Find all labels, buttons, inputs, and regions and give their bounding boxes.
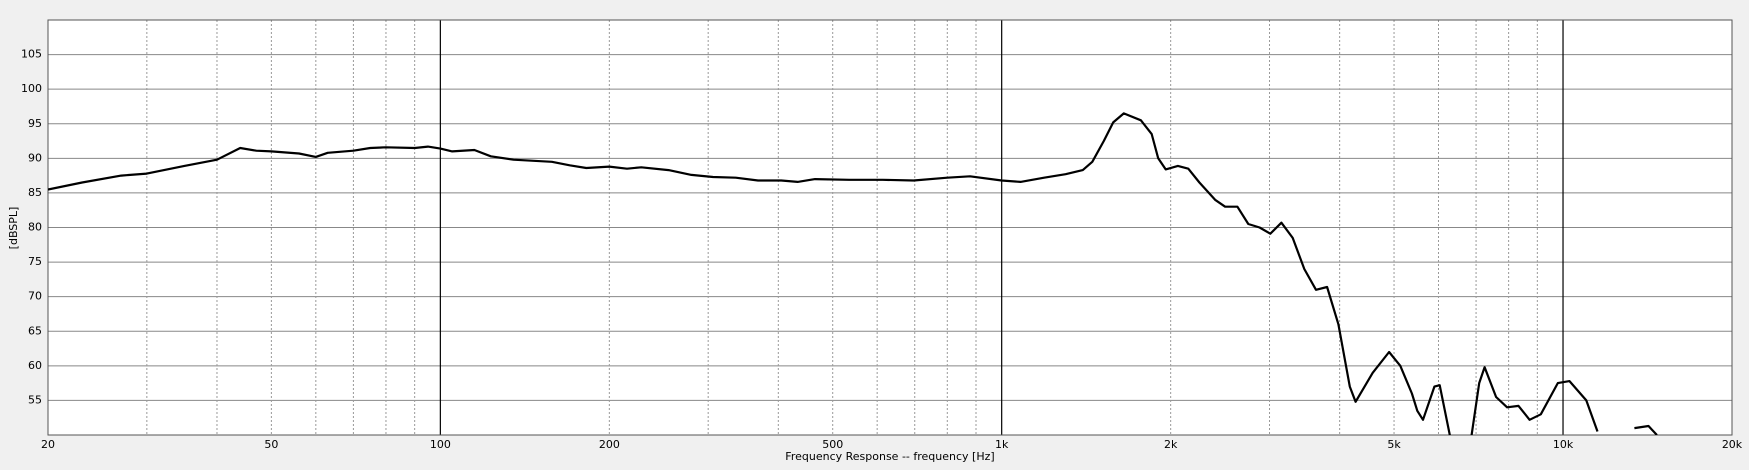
y-tick-label: 70 xyxy=(28,290,42,303)
y-tick-label: 85 xyxy=(28,186,42,199)
x-tick-label: 10k xyxy=(1553,438,1574,451)
y-tick-label: 65 xyxy=(28,324,42,337)
y-tick-label: 55 xyxy=(28,393,42,406)
x-tick-label: 1k xyxy=(995,438,1009,451)
x-tick-label: 20 xyxy=(41,438,55,451)
y-axis-label: [dBSPL] xyxy=(7,207,20,250)
data-line xyxy=(48,112,1658,435)
x-tick-label: 5k xyxy=(1387,438,1401,451)
y-tick-label: 105 xyxy=(21,48,42,61)
y-tick-label: 75 xyxy=(28,255,42,268)
x-tick-label: 100 xyxy=(430,438,451,451)
y-tick-label: 90 xyxy=(28,151,42,164)
plot-border xyxy=(47,19,1733,436)
y-tick-label: 95 xyxy=(28,117,42,130)
plot-lines xyxy=(48,112,1658,435)
y-tick-label: 100 xyxy=(21,82,42,95)
x-tick-label: 2k xyxy=(1164,438,1178,451)
x-tick-label: 200 xyxy=(599,438,620,451)
y-tick-label: 80 xyxy=(28,221,42,234)
x-tick-label: 20k xyxy=(1722,438,1743,451)
y-tick-label: 60 xyxy=(28,359,42,372)
x-axis-label: Frequency Response -- frequency [Hz] xyxy=(785,450,994,463)
x-tick-label: 500 xyxy=(822,438,843,451)
x-tick-label: 50 xyxy=(264,438,278,451)
